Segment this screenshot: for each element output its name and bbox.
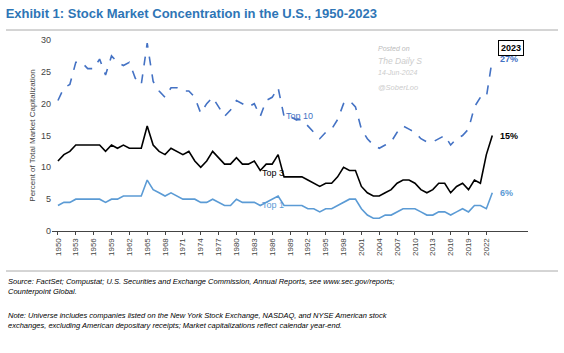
svg-text:Exhibit 1: Stock Market Concen: Exhibit 1: Stock Market Concentration in… (6, 6, 377, 21)
svg-text:0: 0 (46, 226, 51, 236)
svg-text:2004: 2004 (375, 238, 384, 256)
svg-text:2013: 2013 (428, 238, 437, 256)
svg-text:10: 10 (41, 162, 51, 172)
svg-text:2007: 2007 (393, 238, 402, 256)
svg-text:1968: 1968 (161, 238, 170, 256)
svg-text:1998: 1998 (339, 238, 348, 256)
svg-text:1953: 1953 (71, 238, 80, 256)
svg-text:2010: 2010 (411, 238, 420, 256)
svg-text:1989: 1989 (286, 238, 295, 256)
svg-text:Top 1: Top 1 (262, 200, 284, 210)
svg-text:2001: 2001 (357, 238, 366, 256)
svg-text:Percent of Total Market Capita: Percent of Total Market Capitalization (28, 69, 37, 201)
svg-text:1959: 1959 (107, 238, 116, 256)
svg-text:2019: 2019 (464, 238, 473, 256)
svg-text:Note: Universe includes compan: Note: Universe includes companies listed… (8, 311, 388, 330)
svg-text:1965: 1965 (143, 238, 152, 256)
svg-text:20: 20 (41, 99, 51, 109)
svg-text:1956: 1956 (89, 238, 98, 256)
svg-text:1995: 1995 (321, 238, 330, 256)
svg-text:1950: 1950 (54, 238, 63, 256)
svg-text:1980: 1980 (232, 238, 241, 256)
svg-text:15%: 15% (500, 131, 518, 141)
svg-text:6%: 6% (500, 188, 513, 198)
svg-text:The Daily S: The Daily S (378, 56, 422, 66)
svg-text:5: 5 (46, 194, 51, 204)
svg-text:Top 10: Top 10 (286, 111, 313, 121)
svg-text:25: 25 (41, 67, 51, 77)
svg-text:15: 15 (41, 131, 51, 141)
svg-text:2016: 2016 (446, 238, 455, 256)
svg-text:14-Jun-2024: 14-Jun-2024 (378, 69, 417, 76)
svg-text:Posted on: Posted on (378, 45, 410, 52)
svg-text:Source: FactSet; Compustat; U.: Source: FactSet; Compustat; U.S. Securit… (8, 277, 395, 296)
svg-text:1962: 1962 (125, 238, 134, 256)
svg-text:1977: 1977 (214, 238, 223, 256)
svg-text:@SoberLoo: @SoberLoo (378, 83, 418, 92)
svg-text:1983: 1983 (250, 238, 259, 256)
svg-text:1986: 1986 (268, 238, 277, 256)
svg-text:27%: 27% (500, 54, 518, 64)
svg-text:1974: 1974 (196, 238, 205, 256)
svg-text:2022: 2022 (482, 238, 491, 256)
svg-text:2023: 2023 (501, 43, 521, 53)
svg-text:30: 30 (41, 35, 51, 45)
svg-text:1971: 1971 (179, 238, 188, 256)
svg-text:Top 3: Top 3 (262, 168, 284, 178)
svg-text:1992: 1992 (303, 238, 312, 256)
